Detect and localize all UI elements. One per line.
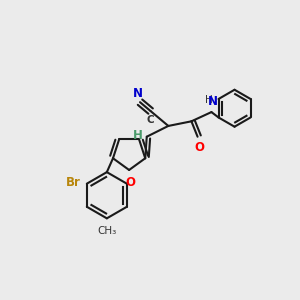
Text: CH₃: CH₃: [97, 226, 116, 236]
Text: Br: Br: [65, 176, 80, 189]
Text: N: N: [208, 95, 218, 108]
Text: H: H: [205, 95, 213, 105]
Text: O: O: [194, 141, 204, 154]
Text: C: C: [147, 115, 154, 125]
Text: N: N: [133, 87, 143, 100]
Text: O: O: [125, 176, 135, 189]
Text: H: H: [133, 129, 142, 142]
